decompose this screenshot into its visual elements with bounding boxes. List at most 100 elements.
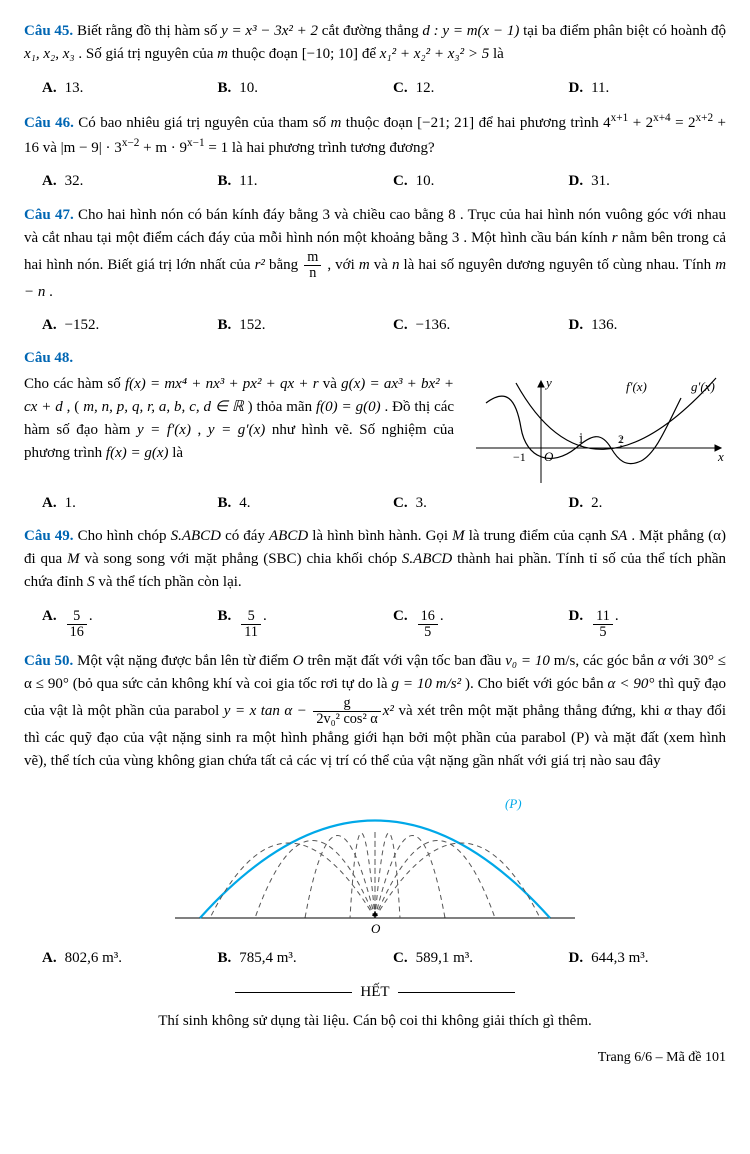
q47-k3: 3 xyxy=(452,230,460,246)
q46-t1: Có bao nhiêu giá trị nguyên của tham số xyxy=(78,115,330,131)
q48-yfp: y = f′(x) xyxy=(137,422,191,438)
q46-t4: và xyxy=(43,140,61,156)
q48-ygp: y = g′(x) xyxy=(208,422,265,438)
q48-tick-m1: −1 xyxy=(513,450,526,464)
: và song song với mặt phẳng xyxy=(84,551,263,567)
q47-opt-a[interactable]: A.−152. xyxy=(24,314,200,337)
question-48: Câu 48. Cho các hàm số f(x) = mx⁴ + nx³ … xyxy=(24,347,726,487)
q46-range: [−21; 21] xyxy=(417,115,474,131)
q48-opt-d[interactable]: D.2. xyxy=(551,492,727,515)
q50-P: (P) xyxy=(571,730,589,746)
q49-opt-b[interactable]: B.511. xyxy=(200,605,376,640)
question-46: Câu 46. Có bao nhiêu giá trị nguyên của … xyxy=(24,110,726,161)
q50-options: A.802,6 m³. B.785,4 m³. C.589,1 m³. D.64… xyxy=(24,947,726,970)
q47-t10: . xyxy=(49,284,53,300)
q48-chart: y x O −1 1 2 f′(x) g′(x) xyxy=(466,373,726,488)
q45-t2: cắt đường thẳng xyxy=(322,23,423,39)
q45-line: d : y = m(x − 1) xyxy=(422,23,519,39)
q48-options: A.1. B.4. C.3. D.2. xyxy=(24,492,726,515)
q45-opt-c[interactable]: C.12. xyxy=(375,77,551,100)
q46-eq2: |m − 9| · 3x−2 + m · 9x−1 = 1 xyxy=(61,140,228,156)
q49-t3: là hình bình hành. Gọi xyxy=(312,528,452,544)
q50-opt-b[interactable]: B.785,4 m³. xyxy=(200,947,376,970)
q50-t3: m/s, các góc bắn xyxy=(554,653,658,669)
question-47: Câu 47. Cho hai hình nón có bán kính đáy… xyxy=(24,204,726,305)
end-marker: HẾT xyxy=(235,981,516,1004)
q50-t5: (bỏ qua sức cản không khí và coi gia tốc… xyxy=(73,676,392,692)
q49-label: Câu 49. xyxy=(24,528,74,544)
q49-t10: và thể tích phần còn lại. xyxy=(98,574,241,590)
q49-opt-a[interactable]: A.516. xyxy=(24,605,200,640)
q47-t8: và xyxy=(374,257,392,273)
q46-t5: là hai phương trình tương đương? xyxy=(232,140,435,156)
het-text: HẾT xyxy=(352,981,397,1004)
q45-label: Câu 45. xyxy=(24,23,73,39)
q49-abcd: ABCD xyxy=(269,528,308,544)
q48-label: Câu 48. xyxy=(24,347,726,370)
q45-t4: . Số giá trị nguyên của xyxy=(78,46,217,62)
q46-opt-b[interactable]: B.11. xyxy=(200,170,376,193)
q45-cond: x₁² + x₂² + x₃² > 5 xyxy=(380,46,489,62)
q50-O-label: O xyxy=(371,921,381,936)
q50-opt-d[interactable]: D.644,3 m³. xyxy=(551,947,727,970)
q49-sa: SA xyxy=(611,528,628,544)
q50-P-label: (P) xyxy=(505,796,522,811)
page-footer: Trang 6/6 – Mã đề 101 xyxy=(24,1047,726,1069)
q50-v0: v₀ = 10 xyxy=(505,653,550,669)
q47-t2: và chiều cao bằng xyxy=(334,207,448,223)
q45-opt-d[interactable]: D.11. xyxy=(551,77,727,100)
q49-m2: M xyxy=(67,551,80,567)
q45-t5: thuộc đoạn xyxy=(232,46,302,62)
q49-opt-c[interactable]: C.165. xyxy=(375,605,551,640)
q47-opt-d[interactable]: D.136. xyxy=(551,314,727,337)
q48-t8: là xyxy=(172,445,183,461)
q48-tick-1: 1 xyxy=(578,432,584,446)
q45-fn: y = x³ − 3x² + 2 xyxy=(221,23,318,39)
q47-r3: 3 xyxy=(322,207,330,223)
q50-opt-c[interactable]: C.589,1 m³. xyxy=(375,947,551,970)
q49-t4: là trung điểm của cạnh xyxy=(469,528,611,544)
q48-t3: , ( xyxy=(67,399,80,415)
q48-f0g0: f(0) = g(0) xyxy=(316,399,381,415)
q46-m: m xyxy=(331,115,342,131)
q49-t5: . Mặt phẳng xyxy=(631,528,708,544)
q50-alt: α < 90° xyxy=(608,676,655,692)
q48-tick-2: 2 xyxy=(618,432,624,446)
q49-t2: có đáy xyxy=(225,528,269,544)
q45-m: m xyxy=(217,46,228,62)
q47-t6: bằng xyxy=(269,257,302,273)
q48-opt-a[interactable]: A.1. xyxy=(24,492,200,515)
q48-f: f(x) = mx⁴ + nx³ + px² + qx + r xyxy=(125,376,319,392)
q49-opt-d[interactable]: D.115. xyxy=(551,605,727,640)
q45-t7: là xyxy=(493,46,504,62)
q47-mm: m xyxy=(359,257,370,273)
question-49: Câu 49. Cho hình chóp S.ABCD có đáy ABCD… xyxy=(24,525,726,595)
q50-t8: và xét trên một mặt phẳng thẳng đứng, kh… xyxy=(398,703,664,719)
q45-opt-b[interactable]: B.10. xyxy=(200,77,376,100)
q48-eq: f(x) = g(x) xyxy=(106,445,169,461)
exam-instruction: Thí sinh không sử dụng tài liệu. Cán bộ … xyxy=(24,1010,726,1033)
q47-t9: là hai số nguyên dương nguyên tố cùng nh… xyxy=(404,257,716,273)
q50-t1: Một vật nặng được bắn lên từ điểm xyxy=(77,653,293,669)
q50-O: O xyxy=(293,653,304,669)
q45-t6: để xyxy=(362,46,380,62)
q50-chart: O (P) xyxy=(24,783,726,943)
het-line-right xyxy=(398,992,516,993)
q47-opt-c[interactable]: C.−136. xyxy=(375,314,551,337)
q46-opt-a[interactable]: A.32. xyxy=(24,170,200,193)
q49-t1: Cho hình chóp xyxy=(78,528,171,544)
q50-eqn: y = x tan α − g2v₀² cos² αx² xyxy=(224,703,399,719)
q50-trajectories xyxy=(210,831,540,919)
q46-options: A.32. B.11. C.10. D.31. xyxy=(24,170,726,193)
q47-options: A.−152. B.152. C.−136. D.136. xyxy=(24,314,726,337)
q46-opt-c[interactable]: C.10. xyxy=(375,170,551,193)
q45-range: [−10; 10] xyxy=(302,46,358,62)
q49-options: A.516. B.511. C.165. D.115. xyxy=(24,605,726,640)
q47-opt-b[interactable]: B.152. xyxy=(200,314,376,337)
q50-opt-a[interactable]: A.802,6 m³. xyxy=(24,947,200,970)
q46-opt-d[interactable]: D.31. xyxy=(551,170,727,193)
q48-opt-b[interactable]: B.4. xyxy=(200,492,376,515)
q45-opt-a[interactable]: A.13. xyxy=(24,77,200,100)
q47-r2: r² xyxy=(255,257,265,273)
q48-opt-c[interactable]: C.3. xyxy=(375,492,551,515)
